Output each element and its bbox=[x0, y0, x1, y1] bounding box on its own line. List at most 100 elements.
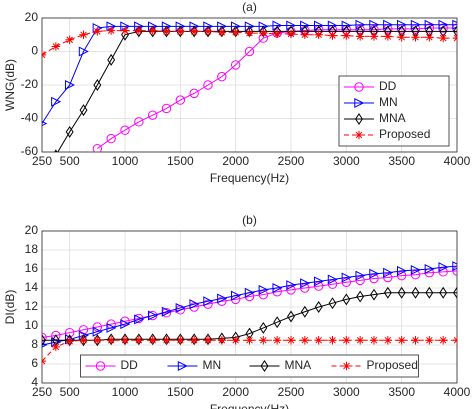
marker bbox=[162, 27, 171, 36]
x-tick-label: 4000 bbox=[444, 385, 471, 399]
marker bbox=[300, 336, 310, 345]
marker bbox=[425, 33, 434, 42]
y-tick-label: 20 bbox=[25, 10, 39, 24]
marker bbox=[79, 336, 88, 345]
x-axis-label: Frequency(Hz) bbox=[210, 171, 289, 185]
marker bbox=[93, 27, 102, 36]
marker bbox=[314, 30, 323, 39]
marker bbox=[328, 31, 337, 40]
legend-label: Proposed bbox=[379, 127, 430, 141]
marker bbox=[245, 336, 254, 345]
x-tick-label: 1000 bbox=[112, 154, 139, 168]
marker bbox=[272, 29, 282, 39]
legend-marker bbox=[354, 130, 364, 140]
marker bbox=[245, 28, 254, 38]
marker bbox=[300, 20, 311, 31]
marker bbox=[355, 270, 366, 281]
legend-marker bbox=[177, 360, 188, 372]
marker bbox=[148, 26, 157, 35]
marker bbox=[189, 27, 199, 36]
x-tick-label: 250 bbox=[32, 154, 52, 168]
y-tick-label: 14 bbox=[25, 280, 39, 294]
legend-marker bbox=[354, 82, 364, 92]
marker bbox=[161, 306, 172, 317]
x-tick-label: 2000 bbox=[222, 385, 249, 399]
marker bbox=[300, 30, 310, 39]
marker bbox=[161, 103, 172, 114]
marker bbox=[313, 276, 324, 287]
y-tick-label: -20 bbox=[21, 77, 39, 91]
marker bbox=[272, 336, 282, 345]
marker bbox=[370, 288, 378, 301]
y-tick-label: 10 bbox=[25, 318, 39, 332]
marker bbox=[92, 326, 103, 337]
marker bbox=[92, 143, 103, 152]
legend-label: MNA bbox=[379, 111, 406, 125]
marker bbox=[438, 262, 449, 273]
marker bbox=[120, 336, 130, 345]
marker bbox=[369, 268, 380, 279]
marker bbox=[106, 322, 117, 333]
marker bbox=[453, 286, 457, 299]
marker bbox=[258, 21, 269, 32]
marker bbox=[230, 60, 241, 70]
marker bbox=[410, 264, 421, 275]
marker bbox=[259, 321, 268, 334]
y-tick-label: 20 bbox=[25, 223, 39, 237]
legend-marker bbox=[260, 360, 269, 372]
y-tick-label: 8 bbox=[31, 337, 38, 351]
x-tick-label: 250 bbox=[32, 385, 52, 399]
marker bbox=[355, 32, 365, 41]
marker bbox=[259, 336, 268, 345]
marker bbox=[438, 33, 448, 43]
x-tick-label: 3500 bbox=[388, 154, 415, 168]
marker bbox=[369, 336, 379, 345]
legend-marker bbox=[354, 97, 365, 109]
series-line bbox=[42, 270, 457, 338]
marker bbox=[438, 336, 448, 345]
x-tick-label: 3500 bbox=[388, 385, 415, 399]
x-tick-label: 500 bbox=[60, 154, 80, 168]
marker bbox=[356, 290, 365, 303]
legend-box bbox=[338, 75, 450, 147]
marker bbox=[425, 286, 434, 299]
marker bbox=[134, 336, 144, 345]
series-group bbox=[42, 261, 457, 366]
marker bbox=[65, 125, 74, 138]
y-tick-label: 12 bbox=[25, 299, 39, 313]
x-tick-label: 2000 bbox=[222, 154, 249, 168]
legend-marker bbox=[355, 113, 363, 125]
x-tick-label: 2500 bbox=[278, 385, 305, 399]
marker bbox=[217, 28, 227, 37]
marker bbox=[411, 336, 420, 345]
x-tick-label: 3000 bbox=[333, 154, 360, 168]
marker bbox=[230, 290, 241, 301]
marker bbox=[65, 337, 74, 346]
marker bbox=[327, 20, 338, 31]
marker bbox=[355, 336, 365, 345]
marker bbox=[175, 302, 186, 313]
marker bbox=[106, 26, 116, 35]
x-tick-label: 1500 bbox=[167, 154, 194, 168]
marker bbox=[106, 133, 116, 144]
marker bbox=[134, 25, 143, 38]
marker bbox=[452, 336, 457, 345]
x-tick-label: 500 bbox=[60, 385, 80, 399]
marker bbox=[162, 336, 171, 345]
series-line bbox=[42, 265, 457, 346]
legend-marker bbox=[95, 361, 106, 371]
marker bbox=[273, 316, 282, 329]
marker bbox=[453, 25, 457, 38]
marker bbox=[106, 336, 116, 345]
marker bbox=[439, 286, 448, 299]
marker bbox=[397, 33, 406, 42]
x-tick-label: 3000 bbox=[333, 385, 360, 399]
y-tick-label: 4 bbox=[31, 375, 38, 389]
marker bbox=[120, 319, 131, 330]
y-tick-label: -40 bbox=[21, 111, 39, 125]
marker bbox=[217, 293, 228, 304]
marker bbox=[176, 27, 185, 36]
marker bbox=[314, 336, 323, 345]
marker bbox=[342, 336, 351, 345]
